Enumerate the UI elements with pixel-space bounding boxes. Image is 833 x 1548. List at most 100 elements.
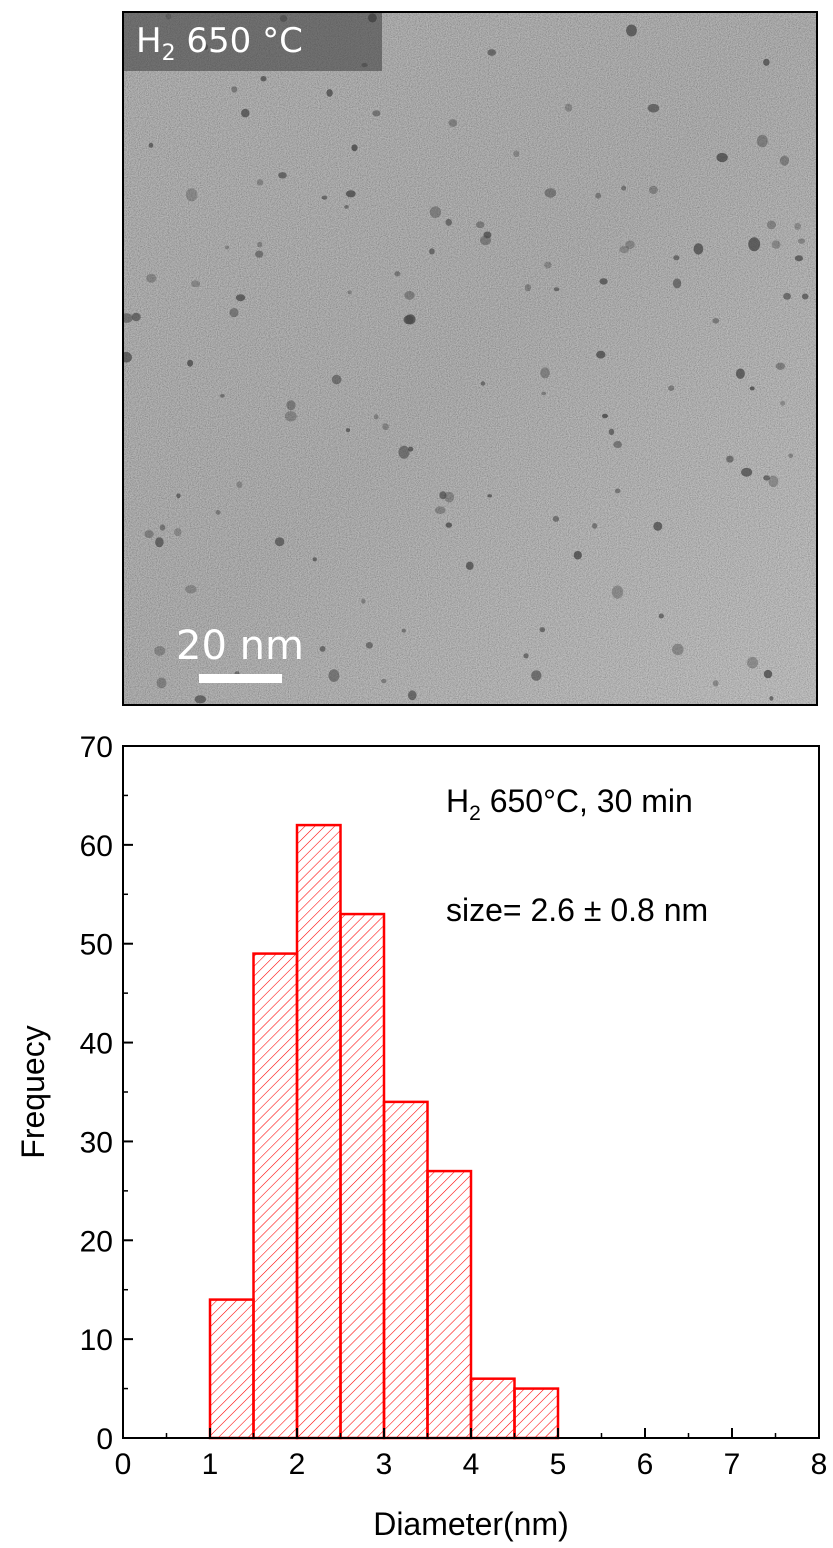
nanoparticle [405, 314, 415, 324]
nanoparticle [329, 669, 340, 682]
nanoparticle [402, 629, 406, 633]
x-axis-title: Diameter(nm) [373, 1506, 569, 1542]
nanoparticle [541, 392, 546, 396]
histogram-bar-3 [297, 825, 341, 1438]
nanoparticle [750, 386, 755, 390]
nanoparticle [553, 516, 559, 522]
histogram-bar-7 [471, 1379, 515, 1438]
nanoparticle [531, 670, 541, 681]
nanoparticle [255, 251, 263, 258]
nanoparticle [351, 144, 357, 151]
nanoparticle [449, 119, 458, 127]
nanoparticle [523, 653, 528, 658]
nanoparticle [286, 400, 295, 410]
x-tick-label: 4 [463, 1448, 480, 1481]
nanoparticle [794, 223, 801, 230]
nanoparticle [154, 646, 165, 656]
y-tick-label: 10 [80, 1324, 113, 1357]
nanoparticle [285, 411, 297, 421]
nanoparticle [231, 86, 237, 92]
nanoparticle [780, 156, 789, 166]
nanoparticle [191, 280, 200, 287]
nanoparticle [241, 109, 249, 118]
nanoparticle [382, 423, 389, 430]
nanoparticle [668, 385, 674, 391]
x-tick-label: 3 [376, 1448, 393, 1481]
y-tick-label: 60 [80, 830, 113, 863]
y-tick-label: 30 [80, 1126, 113, 1159]
nanoparticle [659, 614, 664, 619]
nanoparticle [726, 456, 733, 463]
nanoparticle [769, 696, 773, 701]
nanoparticle [602, 414, 608, 419]
nanoparticle [381, 679, 387, 683]
nanoparticle [673, 279, 681, 289]
tem-micrograph: H2 650 °C 20 nm [122, 11, 818, 706]
nanoparticle [237, 481, 243, 488]
nanoparticle [429, 248, 435, 254]
histogram-bar-5 [384, 1102, 428, 1438]
nanoparticle [768, 476, 778, 488]
nanoparticle [625, 240, 634, 249]
nanoparticle [372, 110, 380, 116]
nanoparticle [767, 221, 776, 230]
y-tick-label: 50 [80, 929, 113, 962]
nanoparticle [609, 429, 614, 435]
nanoparticle [176, 493, 180, 498]
nanoparticle [186, 188, 197, 201]
scale-bar [199, 674, 282, 683]
nanoparticle [648, 104, 659, 113]
nanoparticle [545, 188, 557, 198]
y-axis-title: Frequecy [15, 1025, 51, 1158]
nanoparticle [540, 367, 550, 378]
y-tick-label: 20 [80, 1225, 113, 1258]
nanoparticle [466, 562, 474, 570]
histogram-bar-2 [254, 954, 298, 1438]
nanoparticle [174, 528, 181, 536]
nanoparticle [612, 586, 623, 599]
histogram-bar-4 [341, 914, 385, 1438]
nanoparticle [476, 221, 485, 228]
nanoparticle [783, 293, 791, 300]
nanoparticle [446, 522, 452, 527]
nanoparticle [261, 76, 267, 81]
histogram-bar-6 [428, 1171, 472, 1438]
nanoparticle [776, 363, 785, 370]
nanoparticle [346, 190, 356, 197]
nanoparticle [444, 492, 454, 503]
nanoparticle [483, 232, 491, 239]
nanoparticle [672, 644, 684, 655]
x-tick-label: 7 [724, 1448, 741, 1481]
nanoparticle [275, 537, 284, 546]
nanoparticle [748, 237, 760, 251]
nanoparticle [326, 89, 332, 97]
nanoparticle [446, 219, 452, 226]
nanoparticle [615, 489, 621, 494]
nanoparticle [408, 447, 413, 452]
nanoparticle [313, 557, 317, 561]
nanoparticle [540, 627, 545, 632]
nanoparticle [257, 242, 262, 248]
nanoparticle [236, 294, 245, 301]
nanoparticle [565, 104, 573, 112]
nanoparticle [649, 186, 658, 194]
nanoparticle [544, 262, 551, 269]
y-tick-label: 0 [96, 1423, 113, 1456]
nanoparticle [554, 287, 560, 291]
nanoparticle [741, 468, 752, 477]
nanoparticle [361, 599, 365, 604]
nanoparticle [320, 646, 326, 652]
nanoparticle [747, 657, 758, 669]
x-tick-label: 5 [550, 1448, 567, 1481]
nanoparticle [366, 642, 373, 649]
nanoparticle [592, 523, 597, 529]
annotation-size: size= 2.6 ± 0.8 nm [446, 892, 708, 928]
x-tick-label: 0 [115, 1448, 132, 1481]
tem-condition-label: H2 650 °C [136, 21, 303, 66]
nanoparticle [430, 206, 441, 218]
nanoparticle [216, 510, 221, 515]
nanoparticle [185, 585, 197, 593]
nanoparticle [230, 308, 239, 317]
nanoparticle [795, 255, 803, 261]
y-tick-label: 40 [80, 1028, 113, 1061]
